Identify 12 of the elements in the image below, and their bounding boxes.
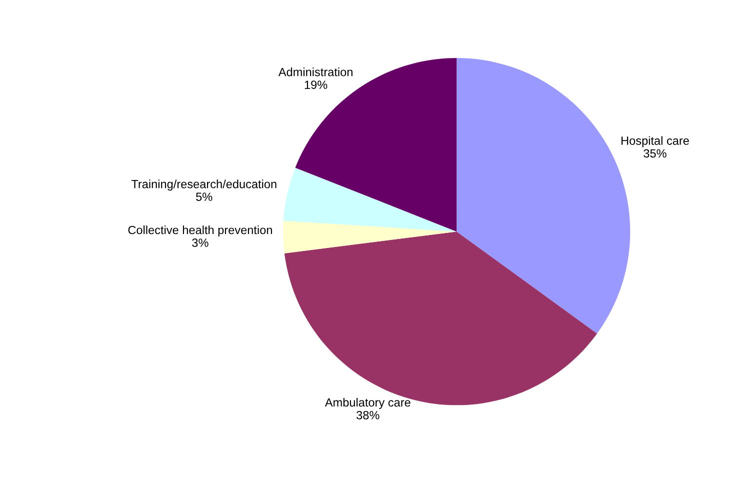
data-label: 3%: [192, 238, 208, 247]
slice-label: Administration: [278, 68, 352, 76]
data-label: 38%: [356, 410, 380, 420]
slice-label: Ambulatory care: [324, 398, 410, 409]
pie-slice: [283, 220, 457, 254]
slice-label: Training/research/education: [131, 180, 276, 191]
data-label: 35%: [644, 149, 666, 158]
slice-label: Hospital care: [622, 136, 689, 148]
data-label: 19%: [304, 80, 328, 89]
data-label: 5%: [196, 192, 212, 201]
slice-label: Collective health prevention: [128, 226, 272, 237]
pie-slice: [283, 168, 457, 232]
